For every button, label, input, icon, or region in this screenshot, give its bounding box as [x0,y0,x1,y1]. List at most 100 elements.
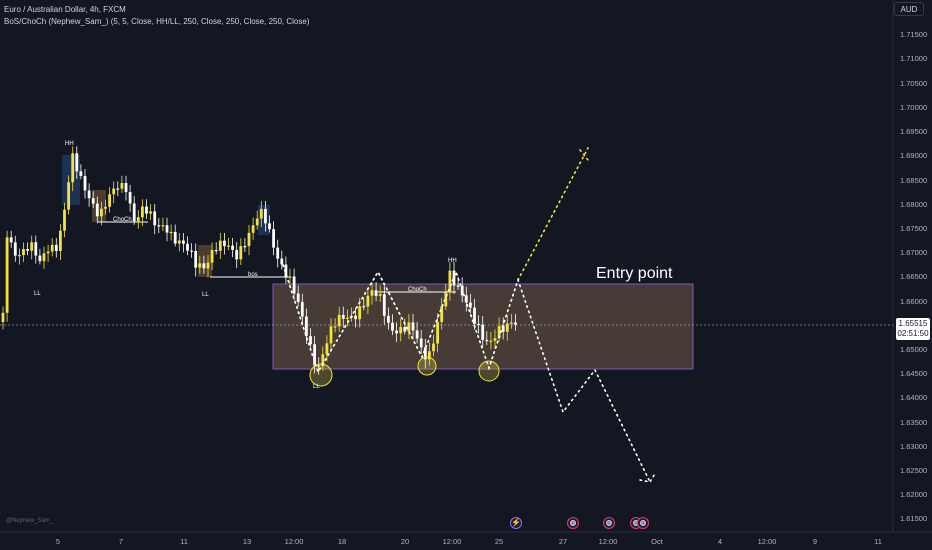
current-price-tag: 1.65515 02:51:50 [896,318,930,340]
candle-body [182,240,185,244]
candle-body [46,251,50,254]
price-tick-label: 1.69000 [900,151,927,160]
candle-body [132,203,136,222]
candle-body [104,206,107,209]
candle-body [280,258,284,265]
low-marker-circle [478,360,500,382]
price-tick-label: 1.68000 [900,200,927,209]
time-tick-label: 12:00 [443,537,462,546]
ll-label: LL [34,291,41,297]
time-axis[interactable]: 5 7 11 13 12:00 18 20 12:00 25 27 12:00 Oct 4 12:00 9 1… [56,537,882,546]
candle-body [18,255,21,257]
candle-body [313,344,316,366]
candle-body [354,315,357,320]
candle-body [141,206,144,218]
candle-body [403,327,407,332]
candle-body [227,245,230,247]
flag-icon[interactable] [637,517,649,529]
flag-icon[interactable] [567,517,579,529]
candle-body [440,306,444,322]
price-tick-label: 1.70000 [900,103,927,112]
price-tick-label: 1.70500 [900,79,927,88]
time-tick-label: 13 [243,537,251,546]
price-tick-label: 1.71500 [900,30,927,39]
time-tick-label: 12:00 [599,537,618,546]
candle-body [391,322,394,331]
candle-body [259,208,263,219]
bar-countdown: 02:51:50 [897,329,929,338]
time-tick-label: 11 [874,537,882,546]
candle-body [370,290,374,296]
candle-body [198,263,202,268]
candle-body [38,255,42,262]
candle-body [239,246,243,260]
time-tick-label: 18 [338,537,346,546]
candle-body [485,339,489,342]
candle-body [124,182,128,193]
price-tick-label: 1.68500 [900,176,927,185]
candle-body [493,338,497,341]
candle-body [382,294,386,316]
candle-body [157,225,161,227]
candle-body [26,249,29,251]
candle-body [415,330,419,339]
candle-body [210,250,214,263]
price-tick-label: 1.63000 [900,442,927,451]
candle-body [79,171,83,176]
candle-body [190,250,193,252]
author-watermark: @Nephew_Sam_ [6,518,54,524]
candle-body [333,326,337,328]
candle-body [505,323,509,332]
bos-label: bos [248,272,258,278]
price-tick-label: 1.62500 [900,466,927,475]
candle-body [325,343,329,355]
candle-body [436,321,439,344]
currency-button[interactable]: AUD [894,2,924,16]
candle-body [374,290,378,296]
candle-body [346,317,349,319]
bolt-icon[interactable]: ⚡ [510,517,522,529]
flag-icon[interactable] [603,517,615,529]
candle-body [481,324,485,340]
candle-body [173,231,177,244]
time-tick-label: 12:00 [285,537,304,546]
time-tick-label: Oct [651,537,664,546]
price-tick-label: 1.66500 [900,272,927,281]
price-tick-label: 1.67500 [900,224,927,233]
time-tick-label: 11 [180,537,188,546]
indicator-title[interactable]: BoS/ChoCh (Nephew_Sam_) (5, 5, Close, HH… [4,17,310,26]
candle-body [149,211,152,214]
candle-body [128,192,132,204]
candle-body [473,307,476,324]
candle-body [67,182,70,210]
candle-body [30,242,34,251]
candle-body [464,295,468,303]
entry-point-label: Entry point [596,265,673,282]
candle-body [288,276,292,278]
choch-label: ChoCh [113,217,132,223]
time-tick-label: 25 [495,537,503,546]
candle-body [54,244,58,252]
candle-body [510,322,513,324]
candle-body [59,230,62,252]
candle-body [268,223,271,230]
candle-body [309,336,312,345]
candle-body [399,327,403,334]
price-tick-label: 1.69500 [900,127,927,136]
time-tick-label: 20 [401,537,409,546]
candle-body [186,243,189,251]
candle-body [432,343,435,352]
candle-body [341,314,345,319]
candle-body [366,295,370,307]
candle-body [444,292,448,307]
price-axis[interactable]: 1.71500 1.71000 1.70500 1.70000 1.69500 1.690… [900,30,927,523]
price-tick-label: 1.71000 [900,54,927,63]
price-tick-label: 1.62000 [900,490,927,499]
candle-body [469,302,472,308]
ll-label: LL [202,292,209,298]
candle-body [264,208,267,224]
symbol-title[interactable]: Euro / Australian Dollar, 4h, FXCM [4,5,126,14]
current-price-value: 1.65515 [898,319,928,328]
bullish-projection-arrowhead [579,149,589,161]
